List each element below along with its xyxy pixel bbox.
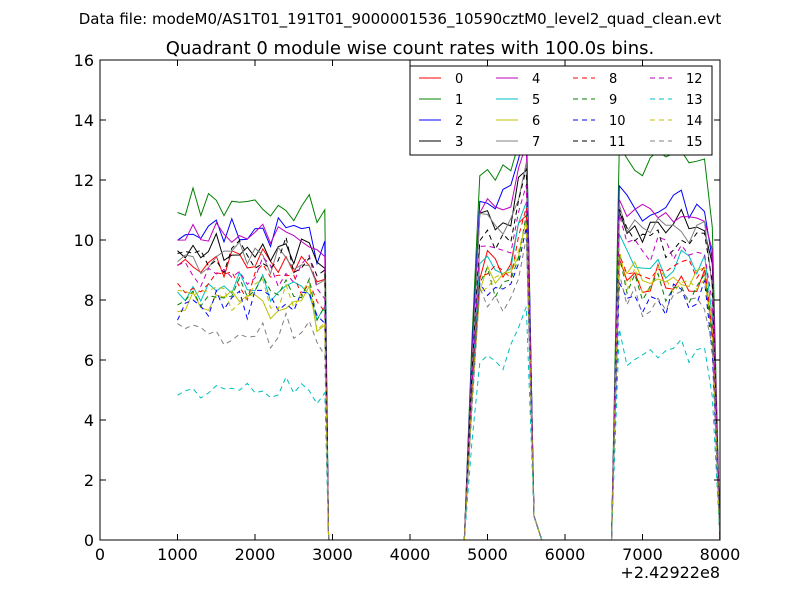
y-tick-label: 14 [74,111,94,130]
series-line-9 [177,214,721,541]
series-line-15 [177,237,721,541]
figure-suptitle: Data file: modeM0/AS1T01_191T01_90000015… [79,10,722,29]
x-tick-label: 7000 [622,545,663,564]
x-tick-label: 0 [95,545,105,564]
y-tick-label: 6 [84,351,94,370]
x-tick-label: 6000 [545,545,586,564]
legend-label-8: 8 [609,72,617,87]
x-tick-label: 1000 [157,545,198,564]
series-line-13 [177,306,721,541]
y-tick-label: 0 [84,531,94,550]
y-tick-label: 16 [74,51,94,70]
legend-label-3: 3 [455,135,463,150]
x-tick-label: 3000 [312,545,353,564]
axis-ticks: 0 1000 2000 3000 4000 5000 6000 7000 80000246810… [74,51,741,564]
legend-label-2: 2 [455,114,463,129]
y-tick-label: 10 [74,231,94,250]
series-line-0 [177,214,721,541]
legend-label-12: 12 [686,72,703,87]
legend-box [409,65,713,156]
legend-label-14: 14 [686,114,703,129]
y-tick-label: 2 [84,471,94,490]
series-line-6 [177,219,721,541]
x-tick-label: 5000 [467,545,508,564]
x-tick-label: 2000 [235,545,276,564]
legend-label-6: 6 [532,114,540,129]
series-line-7 [177,162,721,541]
x-tick-label: 4000 [390,545,431,564]
legend-label-10: 10 [609,114,626,129]
series-line-12 [177,185,721,541]
y-tick-label: 12 [74,171,94,190]
legend-label-15: 15 [686,135,703,150]
chart-title: Quadrant 0 module wise count rates with … [166,38,655,59]
legend-label-13: 13 [686,93,703,108]
legend-label-1: 1 [455,93,463,108]
series-lines [177,120,721,541]
series-line-10 [177,227,721,541]
series-line-11 [177,168,721,541]
series-line-4 [177,143,721,541]
series-line-3 [177,169,721,541]
legend-label-11: 11 [609,135,626,150]
y-tick-label: 8 [84,291,94,310]
x-tick-label: 8000 [700,545,741,564]
y-tick-label: 4 [84,411,94,430]
legend-label-0: 0 [455,72,463,87]
legend-label-4: 4 [532,72,540,87]
legend-label-9: 9 [609,93,617,108]
series-line-8 [177,207,721,541]
series-line-14 [177,220,721,541]
series-line-2 [177,124,721,541]
legend-label-5: 5 [532,93,540,108]
legend-label-7: 7 [532,135,540,150]
series-line-5 [177,202,721,541]
x-offset-label: +2.42922e8 [620,563,720,582]
